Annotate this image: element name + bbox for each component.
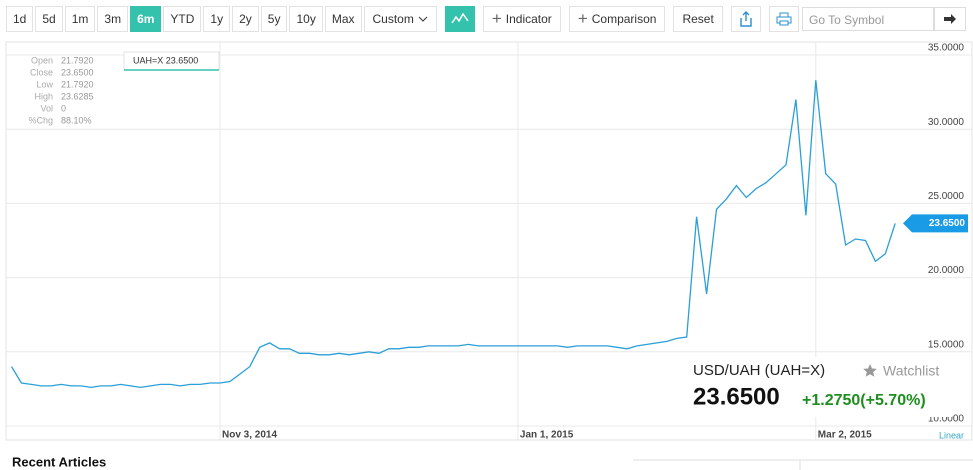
watchlist-label: Watchlist <box>883 363 939 379</box>
toolbar: 1d 5d 1m 3m 6m YTD 1y 2y 5y 10y Max Custom + Indicato… <box>6 6 799 32</box>
range-button[interactable]: 2y <box>232 6 259 32</box>
range-button[interactable]: 3m <box>97 6 129 32</box>
plus-icon: + <box>491 9 502 28</box>
y-tick-label: 10.0000 <box>928 414 965 425</box>
ohlc-value: 23.6285 <box>61 91 94 101</box>
range-button-label: 5y <box>267 12 281 26</box>
symbol-search[interactable]: Go To Symbol <box>802 7 934 31</box>
range-button[interactable]: 6m <box>130 6 162 32</box>
y-tick-label: 30.0000 <box>928 117 965 128</box>
y-tick-label: 20.0000 <box>928 265 965 276</box>
range-button-label: Custom <box>372 12 414 26</box>
ohlc-value: 21.7920 <box>61 55 94 65</box>
x-tick-label: Nov 3, 2014 <box>222 430 277 441</box>
reset-button[interactable]: Reset <box>673 6 723 32</box>
line-icon <box>451 13 469 24</box>
range-button-label: 1y <box>210 12 224 26</box>
plus-icon: + <box>577 9 588 28</box>
chart-type-button[interactable] <box>444 6 475 32</box>
recent-articles-heading: Recent Articles <box>12 454 106 469</box>
ohlc-value: 21.7920 <box>61 79 94 89</box>
range-button[interactable]: Max <box>324 6 362 32</box>
quote-name: USD/UAH (UAH=X) <box>693 362 825 379</box>
reset-button-label: Reset <box>682 12 714 26</box>
range-button[interactable]: 1d <box>6 6 34 32</box>
ohlc-label: Close <box>30 67 53 77</box>
range-button-label: 1m <box>71 12 89 26</box>
range-button[interactable]: 1m <box>64 6 96 32</box>
range-button-label: 3m <box>104 12 122 26</box>
y-tick-label: 15.0000 <box>928 339 965 350</box>
price-line <box>10 80 896 389</box>
ohlc-label: Open <box>31 55 53 65</box>
quote-price: 23.6500 <box>693 383 780 410</box>
share-button[interactable] <box>730 6 761 32</box>
indicator-button[interactable]: + Indicator <box>482 6 561 32</box>
print-button[interactable] <box>768 6 799 32</box>
range-button-label: 5d <box>42 12 56 26</box>
star-icon <box>863 364 877 377</box>
quote-card <box>688 357 952 417</box>
range-button[interactable]: 5y <box>260 6 288 32</box>
tooltip-text: UAH=X 23.6500 <box>133 55 198 65</box>
range-button[interactable]: 1y <box>203 6 231 32</box>
last-price-tag <box>903 214 968 233</box>
chevron <box>418 16 428 22</box>
go-button[interactable] <box>934 7 966 31</box>
range-button[interactable]: Custom <box>363 6 437 32</box>
range-button-label: 2y <box>239 12 252 26</box>
ohlc-label: Vol <box>40 103 53 113</box>
ohlc-label: Low <box>36 79 53 89</box>
range-button-label: 6m <box>137 12 155 26</box>
ohlc-label: High <box>34 91 53 101</box>
range-button[interactable]: 10y <box>289 6 323 32</box>
range-button-label: 10y <box>296 12 316 26</box>
range-button-label: YTD <box>170 12 195 26</box>
plot-frame <box>5 41 973 441</box>
scale-label: Linear <box>939 430 964 440</box>
indicator-button-label: Indicator <box>505 12 552 26</box>
share-icon <box>740 11 752 27</box>
range-button-label: 1d <box>13 12 27 26</box>
x-tick-label: Mar 2, 2015 <box>818 430 872 441</box>
range-button[interactable]: YTD <box>163 6 202 32</box>
ohlc-value: 88.10% <box>61 115 92 125</box>
x-tick-label: Jan 1, 2015 <box>520 430 574 441</box>
range-button[interactable]: 5d <box>35 6 63 32</box>
y-tick-label: 25.0000 <box>928 191 965 202</box>
last-price-label: 23.6500 <box>929 218 966 229</box>
ohlc-value: 23.6500 <box>61 67 94 77</box>
range-button-label: Max <box>331 12 355 26</box>
comparison-button[interactable]: + Comparison <box>568 6 666 32</box>
ohlc-label: %Chg <box>28 115 53 125</box>
comparison-button-label: Comparison <box>591 12 657 26</box>
print-icon <box>776 12 792 26</box>
ohlc-value: 0 <box>61 103 66 113</box>
y-tick-label: 35.0000 <box>928 43 965 54</box>
quote-change: +1.2750(+5.70%) <box>802 392 926 409</box>
arrow-icon <box>944 14 956 24</box>
